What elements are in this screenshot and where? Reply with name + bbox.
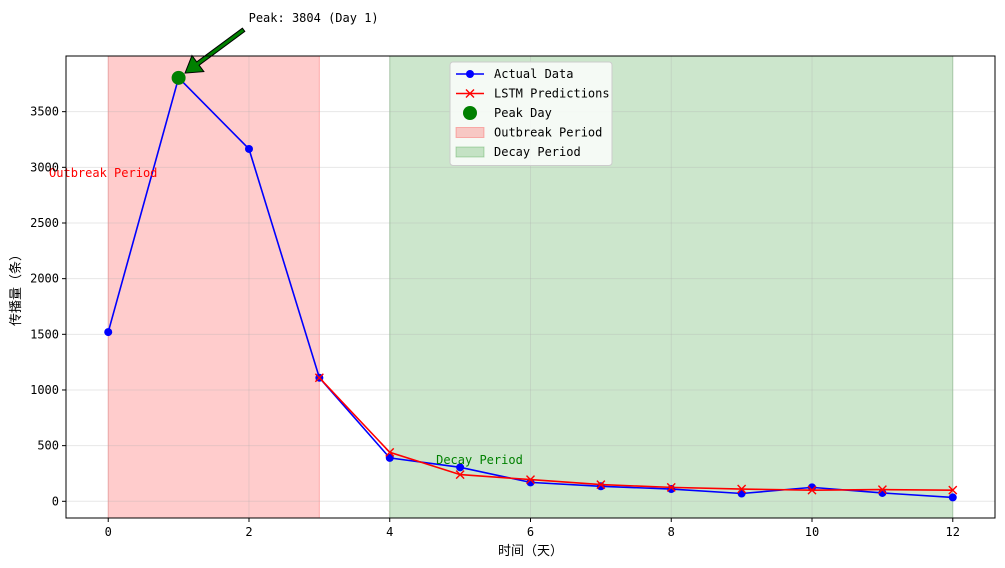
region-label-0: Outbreak Period — [49, 166, 157, 180]
y-axis-label: 传播量（条） — [8, 248, 24, 326]
y-tick-label: 500 — [37, 439, 59, 453]
data-point — [877, 485, 887, 495]
data-point — [737, 484, 747, 494]
y-tick-label: 0 — [52, 494, 59, 508]
y-tick-label: 3500 — [30, 105, 59, 119]
axis-ticks: 0 2 4 6 8 10 12 0 500 1000 1500 2000 2500 3000 3500 — [30, 105, 960, 539]
legend-box — [449, 61, 613, 166]
series-line-1 — [318, 377, 953, 491]
x-axis-label: 时间（天） — [498, 544, 563, 559]
peak-annotation: Peak: 3804 (Day 1) — [249, 11, 379, 25]
data-point — [455, 470, 465, 480]
legend-label: Decay Period — [494, 145, 581, 159]
annotations: Peak: 3804 (Day 1) Outbreak Period Decay P… — [49, 11, 523, 467]
x-tick-label: 12 — [946, 525, 960, 539]
x-tick-label: 0 — [105, 525, 112, 539]
y-tick-label: 3000 — [30, 160, 59, 174]
data-point — [667, 485, 676, 494]
data-point — [244, 144, 253, 153]
legend: Actual Data LSTM Predictions Peak Day Outbr… — [449, 61, 613, 166]
data-point — [666, 482, 676, 492]
x-tick-label: 4 — [386, 525, 393, 539]
data-point — [948, 485, 958, 495]
legend-marker — [466, 70, 474, 78]
data-point — [385, 453, 394, 462]
region-label-1: Decay Period — [436, 453, 523, 467]
legend-marker — [463, 106, 477, 120]
y-tick-label: 2500 — [30, 216, 59, 230]
legend-patch — [455, 146, 485, 158]
y-tick-label: 1000 — [30, 383, 59, 397]
data-point — [104, 328, 113, 337]
data-point — [596, 482, 605, 491]
grid — [66, 56, 995, 518]
data-point — [948, 493, 957, 502]
data-point — [456, 463, 465, 472]
y-tick-label: 2000 — [30, 272, 59, 286]
series — [104, 73, 958, 502]
x-tick-label: 8 — [668, 525, 675, 539]
x-tick-label: 10 — [805, 525, 819, 539]
legend-label: Actual Data — [494, 67, 573, 81]
data-point — [385, 447, 395, 457]
legend-label: Outbreak Period — [494, 126, 602, 140]
region-0 — [107, 55, 320, 519]
legend-marker — [465, 89, 475, 98]
data-point — [737, 489, 746, 498]
legend-label: Peak Day — [494, 106, 552, 120]
peak-arrow — [184, 27, 246, 74]
data-point — [314, 373, 324, 383]
legend-label: LSTM Predictions — [494, 87, 610, 101]
legend-patch — [455, 127, 485, 138]
peak-marker — [171, 70, 186, 85]
data-point — [596, 480, 606, 490]
x-tick-label: 6 — [527, 525, 534, 539]
data-point — [526, 475, 535, 485]
x-tick-label: 2 — [245, 525, 252, 539]
y-tick-label: 1500 — [30, 327, 59, 341]
data-point — [807, 485, 817, 495]
